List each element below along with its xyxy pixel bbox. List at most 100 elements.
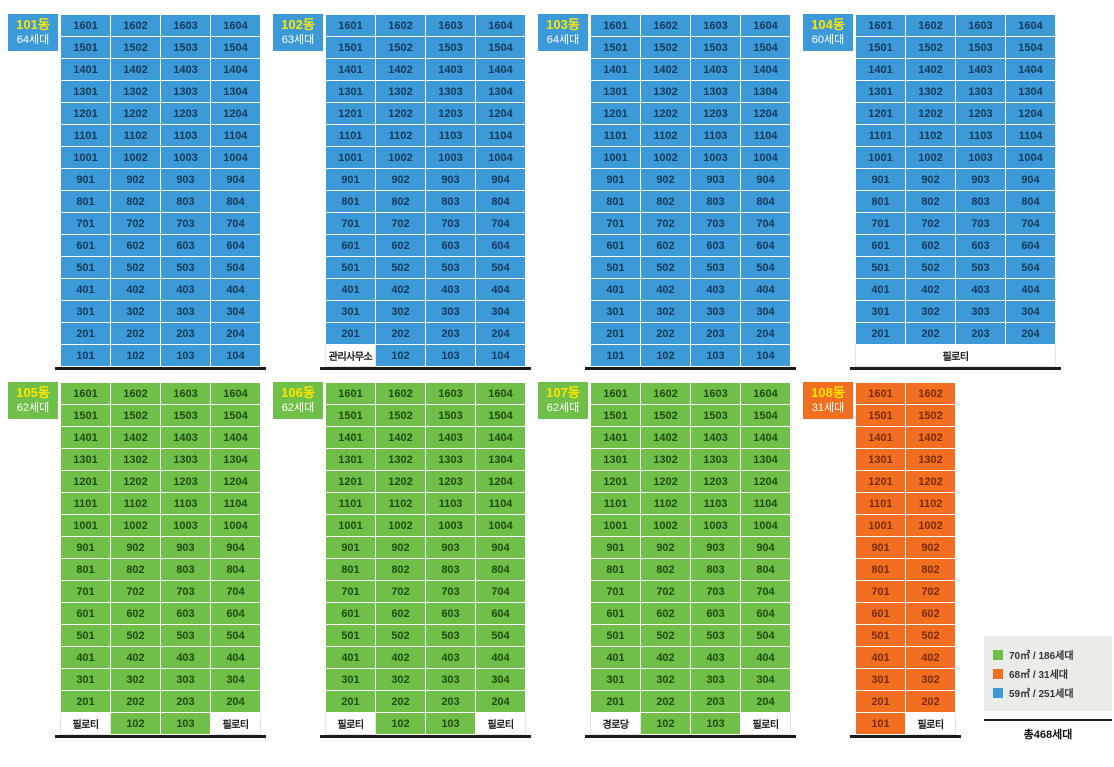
- unit-cell: 204: [475, 690, 526, 713]
- building-105-tab: 105동 62세대: [8, 382, 58, 419]
- unit-cell: 301: [325, 668, 376, 691]
- unit-cell: 501: [60, 256, 111, 279]
- legend-box: 70㎡ / 186세대 68㎡ / 31세대 59㎡ / 251세대: [984, 636, 1112, 711]
- unit-cell: 1202: [905, 102, 956, 125]
- unit-cell: 603: [160, 602, 211, 625]
- unit-cell: 704: [475, 580, 526, 603]
- unit-cell: 1604: [740, 382, 791, 405]
- unit-cell: 1501: [855, 404, 906, 427]
- unit-cell: 802: [375, 558, 426, 581]
- unit-cell: 601: [855, 602, 906, 625]
- unit-cell: 904: [475, 536, 526, 559]
- unit-cell: 1201: [60, 102, 111, 125]
- unit-cell: 1002: [110, 146, 161, 169]
- unit-cell: 1202: [375, 102, 426, 125]
- unit-cell: 402: [905, 646, 956, 669]
- unit-cell: 604: [475, 602, 526, 625]
- legend-total: 총468세대: [984, 719, 1112, 742]
- unit-cell: 1301: [855, 448, 906, 471]
- unit-cell: 801: [590, 190, 641, 213]
- building-units-label: 64세대: [546, 34, 580, 46]
- unit-cell: 1104: [475, 492, 526, 515]
- ground-line: [320, 367, 531, 370]
- unit-cell: 1404: [740, 426, 791, 449]
- unit-cell: 1301: [855, 80, 906, 103]
- building-104: 104동 60세대 1601 1602 1603 1604 1501 1502 1503 15…: [803, 14, 1061, 370]
- unit-cell: 202: [905, 690, 956, 713]
- unit-cell: 1301: [325, 80, 376, 103]
- unit-cell: 402: [640, 646, 691, 669]
- unit-cell: 1403: [160, 426, 211, 449]
- unit-cell: 1302: [110, 448, 161, 471]
- unit-cell: 1003: [955, 146, 1006, 169]
- piloti-cell: 필로티: [325, 712, 376, 735]
- unit-cell: 604: [1005, 234, 1056, 257]
- building-103-tab: 103동 64세대: [538, 14, 588, 51]
- unit-cell: 1403: [690, 426, 741, 449]
- unit-cell: 801: [855, 558, 906, 581]
- unit-cell: 1504: [740, 404, 791, 427]
- unit-cell: 1103: [160, 124, 211, 147]
- unit-cell: 1604: [210, 382, 261, 405]
- unit-cell: 202: [110, 322, 161, 345]
- ground-line: [585, 367, 796, 370]
- unit-cell: 602: [905, 602, 956, 625]
- unit-cell: 203: [690, 322, 741, 345]
- unit-cell: 704: [210, 212, 261, 235]
- legend-label-68: 68㎡ / 31세대: [1009, 670, 1068, 681]
- building-number-label: 104동: [811, 17, 845, 32]
- unit-cell: 103: [160, 344, 211, 367]
- unit-cell: 1204: [740, 470, 791, 493]
- unit-cell: 203: [160, 690, 211, 713]
- unit-cell: 1203: [425, 470, 476, 493]
- unit-cell: 402: [375, 646, 426, 669]
- unit-cell: 1102: [905, 492, 956, 515]
- unit-cell: 1502: [375, 404, 426, 427]
- unit-cell: 1202: [110, 470, 161, 493]
- unit-cell: 304: [210, 668, 261, 691]
- unit-cell: 403: [425, 278, 476, 301]
- unit-cell: 301: [60, 300, 111, 323]
- unit-cell: 1102: [375, 492, 426, 515]
- unit-cell: 903: [425, 536, 476, 559]
- unit-cell: 804: [475, 190, 526, 213]
- unit-cell: 204: [210, 690, 261, 713]
- unit-cell: 1203: [690, 102, 741, 125]
- unit-cell: 902: [905, 168, 956, 191]
- unit-cell: 603: [425, 234, 476, 257]
- building-number-label: 105동: [16, 385, 50, 400]
- unit-cell: 1101: [60, 124, 111, 147]
- unit-cell: 1001: [590, 146, 641, 169]
- ground-line: [585, 735, 796, 738]
- unit-cell: 201: [590, 322, 641, 345]
- unit-cell: 1003: [160, 514, 211, 537]
- unit-cell: 102: [375, 712, 426, 735]
- unit-cell: 601: [60, 234, 111, 257]
- unit-cell: 202: [375, 690, 426, 713]
- unit-cell: 501: [60, 624, 111, 647]
- unit-cell: 1602: [905, 382, 956, 405]
- unit-cell: 1101: [590, 124, 641, 147]
- unit-cell: 302: [110, 668, 161, 691]
- unit-cell: 201: [325, 690, 376, 713]
- unit-cell: 602: [110, 602, 161, 625]
- unit-cell: 1304: [210, 80, 261, 103]
- unit-cell: 1503: [160, 404, 211, 427]
- unit-cell: 1101: [325, 492, 376, 515]
- unit-cell: 202: [110, 690, 161, 713]
- piloti-cell: 필로티: [905, 712, 956, 735]
- unit-cell: 1402: [375, 426, 426, 449]
- building-units-label: 62세대: [16, 402, 50, 414]
- legend-label-59: 59㎡ / 251세대: [1009, 689, 1074, 700]
- unit-cell: 1202: [640, 470, 691, 493]
- unit-cell: 1104: [740, 124, 791, 147]
- unit-cell: 1003: [425, 146, 476, 169]
- unit-cell: 604: [740, 234, 791, 257]
- unit-grid: 1601 1602 1603 1604 1501 1502 1503 1504 1401 1402…: [590, 382, 791, 735]
- unit-cell: 902: [905, 536, 956, 559]
- unit-cell: 302: [640, 300, 691, 323]
- unit-cell: 1103: [160, 492, 211, 515]
- building-number-label: 106동: [281, 385, 315, 400]
- unit-cell: 401: [590, 646, 641, 669]
- unit-cell: 1604: [475, 382, 526, 405]
